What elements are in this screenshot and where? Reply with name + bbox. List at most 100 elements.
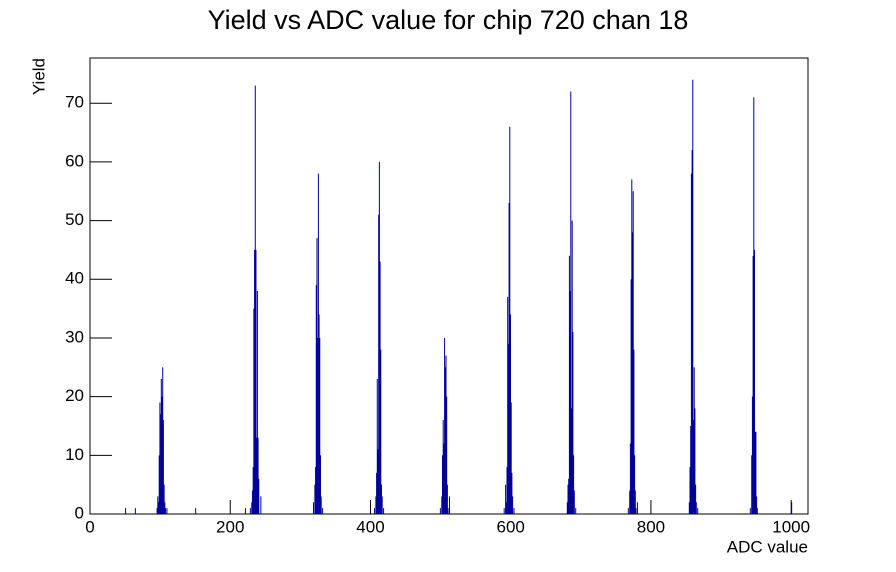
bar [252, 467, 254, 514]
bar [134, 508, 136, 514]
bar [449, 496, 450, 514]
bar [507, 343, 509, 514]
bar [571, 220, 573, 514]
bar [254, 85, 256, 514]
bar [380, 484, 382, 514]
bar [569, 290, 571, 514]
bar [257, 437, 259, 514]
bar [375, 496, 377, 514]
bar [315, 285, 317, 514]
bar [376, 379, 378, 514]
bar [507, 296, 509, 514]
bar [260, 496, 262, 514]
bar [314, 484, 316, 514]
bar [165, 508, 167, 514]
bar [631, 179, 633, 515]
bar [162, 420, 164, 514]
bar [510, 402, 512, 514]
bar [312, 502, 314, 514]
bar [513, 508, 515, 514]
bar [317, 173, 319, 515]
bar [690, 425, 692, 514]
bar [505, 502, 507, 514]
bar [161, 396, 163, 514]
bar [381, 496, 383, 514]
bar [244, 508, 246, 514]
bar [566, 502, 568, 514]
bar [253, 308, 255, 514]
bar [447, 508, 449, 514]
bar [320, 496, 322, 514]
bar [319, 455, 321, 514]
bar [258, 478, 260, 514]
bar [634, 490, 636, 514]
bar [511, 472, 513, 514]
bar [158, 502, 160, 514]
bar [689, 467, 691, 514]
y-tick-label: 50 [65, 210, 84, 229]
y-tick-label: 60 [65, 151, 84, 170]
bar [255, 249, 257, 514]
bar [692, 79, 694, 514]
x-tick-label: 1000 [772, 517, 810, 536]
bar [195, 508, 197, 514]
bar [443, 443, 445, 514]
bar [441, 496, 443, 514]
y-axis-label: Yield [29, 58, 48, 95]
bar [630, 279, 632, 514]
bar [575, 508, 577, 514]
bar [158, 455, 160, 514]
bar [316, 238, 318, 514]
bar [697, 508, 699, 514]
bar [445, 355, 447, 514]
bar [442, 420, 444, 514]
bar [160, 414, 162, 514]
bar [156, 508, 158, 514]
bar [691, 150, 693, 515]
bar [125, 508, 127, 514]
bar [380, 349, 382, 514]
bar [693, 420, 695, 514]
bar [377, 449, 379, 514]
bar [379, 261, 381, 514]
bar [164, 502, 166, 514]
y-tick-label: 40 [65, 269, 84, 288]
bar [505, 484, 507, 514]
bar [629, 490, 631, 514]
x-tick-label: 400 [356, 517, 384, 536]
bar [634, 455, 636, 514]
x-tick-label: 200 [216, 517, 244, 536]
bar [254, 249, 256, 514]
bar [749, 508, 751, 514]
bar [568, 255, 570, 514]
bar [690, 173, 692, 515]
bar [251, 502, 253, 514]
bar [256, 437, 258, 514]
bar [378, 161, 380, 514]
bar [751, 396, 753, 514]
bar [512, 496, 514, 514]
bar [503, 508, 505, 514]
x-tick-label: 600 [497, 517, 525, 536]
bar [754, 431, 756, 514]
bar [251, 490, 253, 514]
bar [695, 484, 697, 514]
bar [632, 232, 634, 515]
x-axis-label: ADC value [727, 537, 808, 556]
bar [378, 214, 380, 514]
bar [629, 443, 631, 514]
bar [688, 502, 690, 514]
bar [632, 191, 634, 514]
bar [166, 508, 168, 514]
bar [510, 314, 512, 514]
y-tick-label: 30 [65, 327, 84, 346]
bar [751, 455, 753, 514]
bar [319, 337, 321, 514]
bar [755, 431, 757, 514]
bar [162, 367, 164, 514]
bar [636, 502, 638, 514]
bar [756, 508, 758, 514]
bar [317, 337, 319, 514]
bar [439, 508, 441, 514]
